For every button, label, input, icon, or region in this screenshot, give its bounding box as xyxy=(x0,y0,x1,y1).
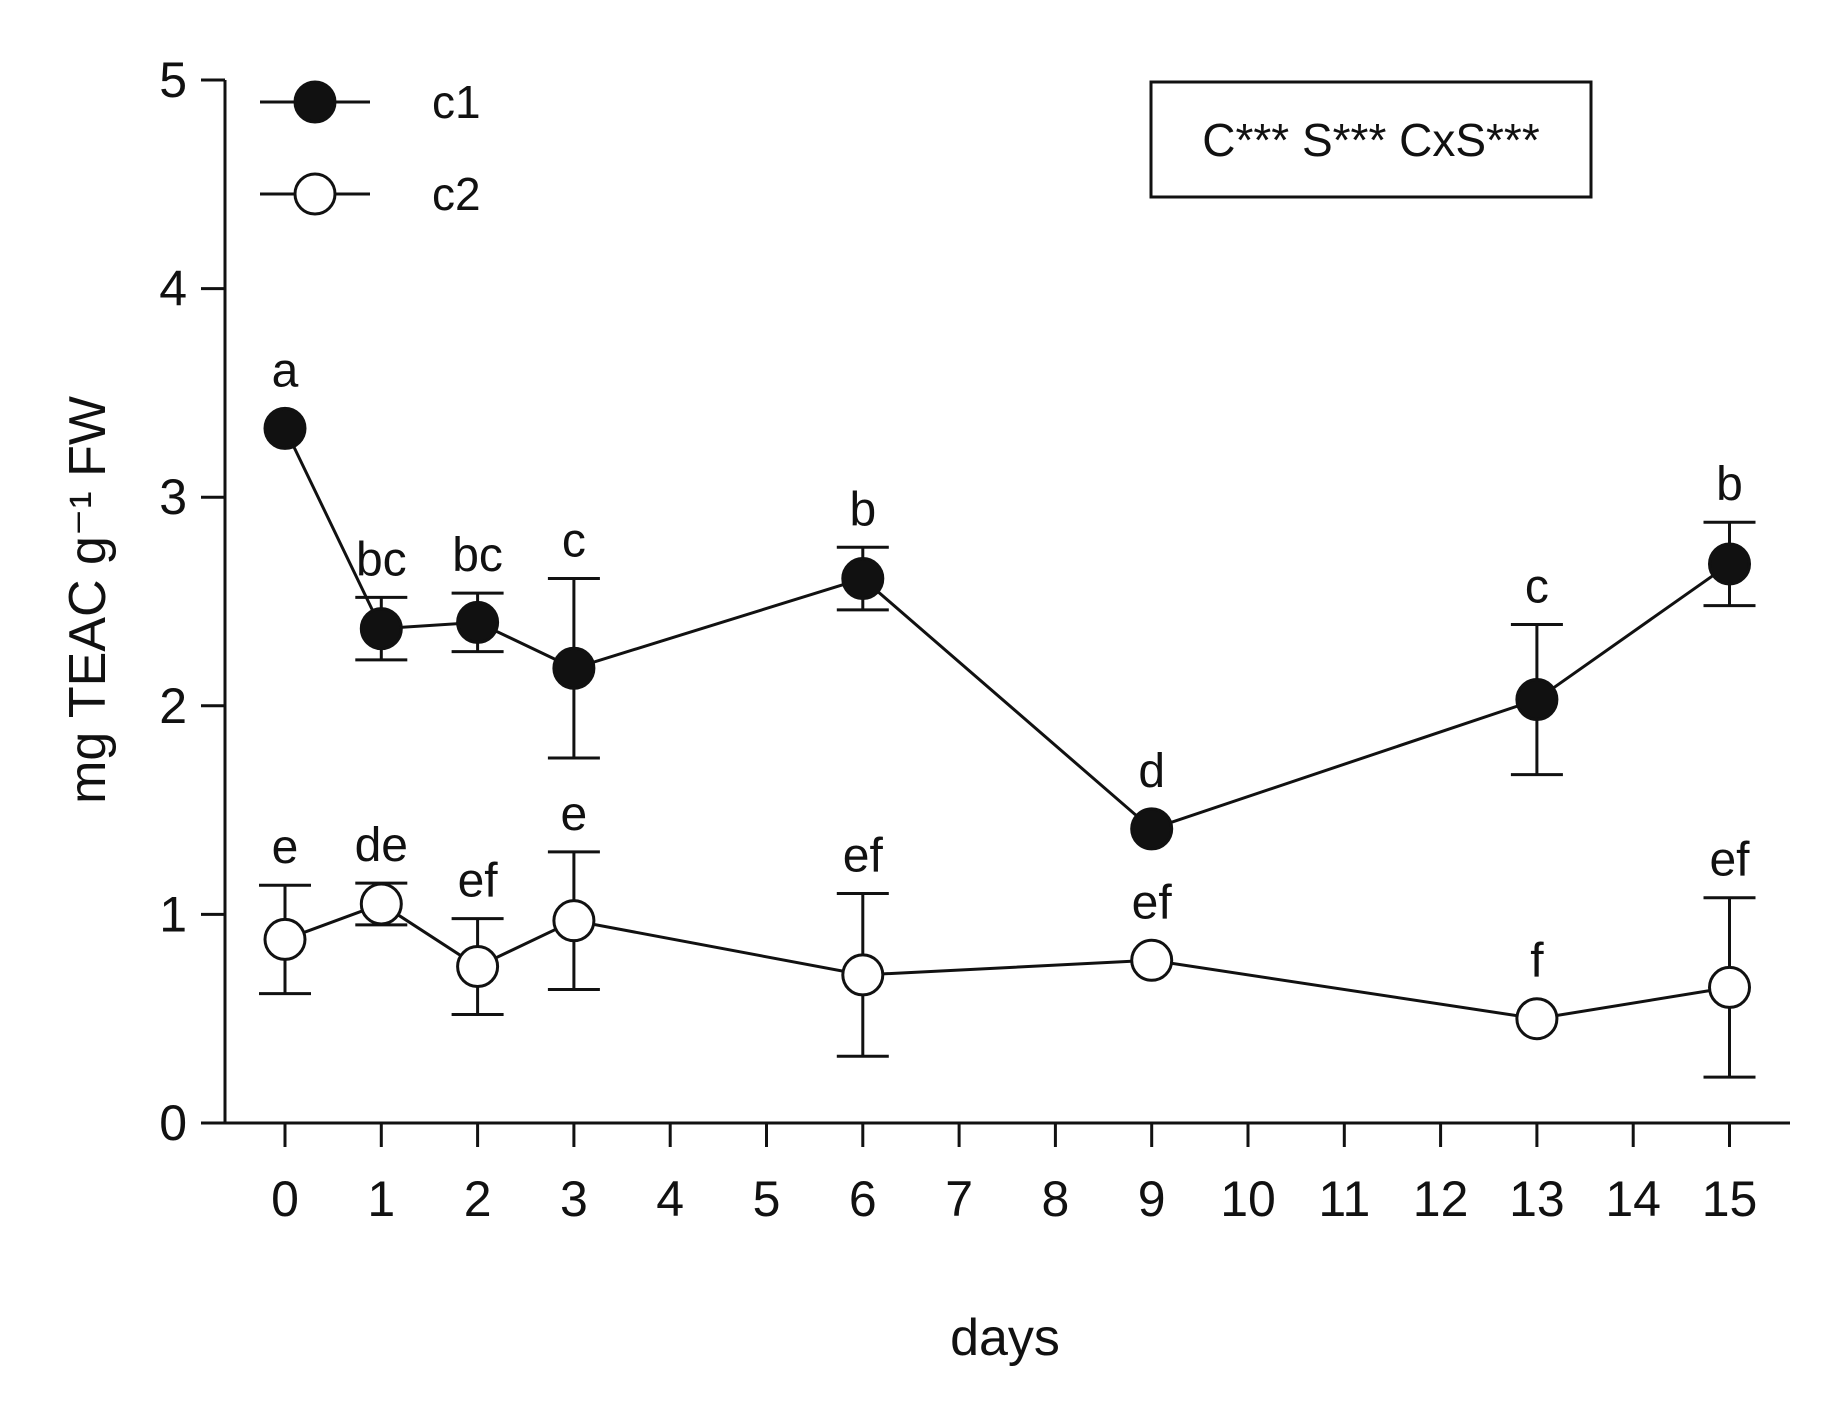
legend-label: c1 xyxy=(432,76,481,128)
legend-item-c1: c1 xyxy=(260,76,481,128)
x-tick-label: 5 xyxy=(753,1171,781,1227)
y-tick-label: 1 xyxy=(159,886,187,942)
x-tick-label: 3 xyxy=(560,1171,588,1227)
x-axis-title: days xyxy=(950,1309,1060,1367)
data-point xyxy=(263,406,307,450)
data-point xyxy=(552,899,596,943)
significance-label: f xyxy=(1530,935,1544,988)
data-point xyxy=(1130,938,1174,982)
x-tick-label: 1 xyxy=(367,1171,395,1227)
data-point xyxy=(1708,542,1751,586)
stats-box: C*** S*** CxS*** xyxy=(1149,80,1593,199)
significance-label: ef xyxy=(843,830,884,883)
x-tick-label: 0 xyxy=(271,1171,299,1227)
significance-label: b xyxy=(849,483,876,536)
data-point xyxy=(456,600,500,644)
data-point xyxy=(1130,807,1174,851)
legend-label: c2 xyxy=(432,168,481,220)
significance-label: bc xyxy=(356,533,407,586)
data-point xyxy=(1515,997,1559,1041)
y-tick-label: 5 xyxy=(159,52,187,108)
series-line xyxy=(283,427,1731,831)
x-tick-label: 15 xyxy=(1702,1171,1758,1227)
x-tick-label: 14 xyxy=(1605,1171,1661,1227)
data-point xyxy=(359,882,403,926)
x-tick-label: 11 xyxy=(1318,1171,1370,1227)
x-tick-label: 4 xyxy=(656,1171,684,1227)
stats-box-text: C*** S*** CxS*** xyxy=(1202,114,1540,166)
legend-item-c2: c2 xyxy=(260,168,481,220)
series-line xyxy=(284,902,1730,1021)
y-tick-label: 3 xyxy=(159,469,187,525)
x-tick-label: 12 xyxy=(1413,1171,1469,1227)
data-point xyxy=(263,917,307,961)
x-tick-label: 9 xyxy=(1138,1171,1166,1227)
significance-label: d xyxy=(1138,745,1165,798)
significance-label: a xyxy=(272,344,299,397)
significance-label: ef xyxy=(458,855,499,908)
significance-label: bc xyxy=(452,529,503,582)
significance-label: c xyxy=(1525,560,1549,613)
significance-label: e xyxy=(272,821,299,874)
data-point xyxy=(359,607,403,651)
y-axis-title: mg TEAC g⁻¹ FW xyxy=(59,396,117,804)
significance-label: ef xyxy=(1709,834,1750,887)
significance-label: c xyxy=(562,515,586,568)
x-tick-label: 2 xyxy=(464,1171,492,1227)
significance-label: e xyxy=(561,788,588,841)
x-tick-label: 7 xyxy=(945,1171,973,1227)
x-tick-label: 10 xyxy=(1220,1171,1276,1227)
legend-marker xyxy=(293,172,337,216)
significance-label: de xyxy=(355,819,408,872)
y-tick-label: 2 xyxy=(159,678,187,734)
legend: c1 c2 xyxy=(260,76,481,220)
stats-box-frame xyxy=(1149,80,1593,199)
data-point xyxy=(1515,678,1559,722)
series-c1: a bc bc c b d c b xyxy=(263,344,1756,851)
y-tick-label: 0 xyxy=(159,1095,187,1151)
data-point xyxy=(1708,965,1751,1009)
data-point xyxy=(841,557,885,601)
x-tick-label: 6 xyxy=(849,1171,877,1227)
data-point xyxy=(456,945,500,989)
y-tick-label: 4 xyxy=(159,261,187,317)
significance-label: ef xyxy=(1132,876,1173,929)
legend-marker xyxy=(293,80,337,124)
significance-label: b xyxy=(1716,458,1743,511)
x-tick-label: 8 xyxy=(1041,1171,1069,1227)
data-point xyxy=(841,953,885,997)
x-tick-label: 13 xyxy=(1509,1171,1565,1227)
data-point xyxy=(552,646,596,690)
